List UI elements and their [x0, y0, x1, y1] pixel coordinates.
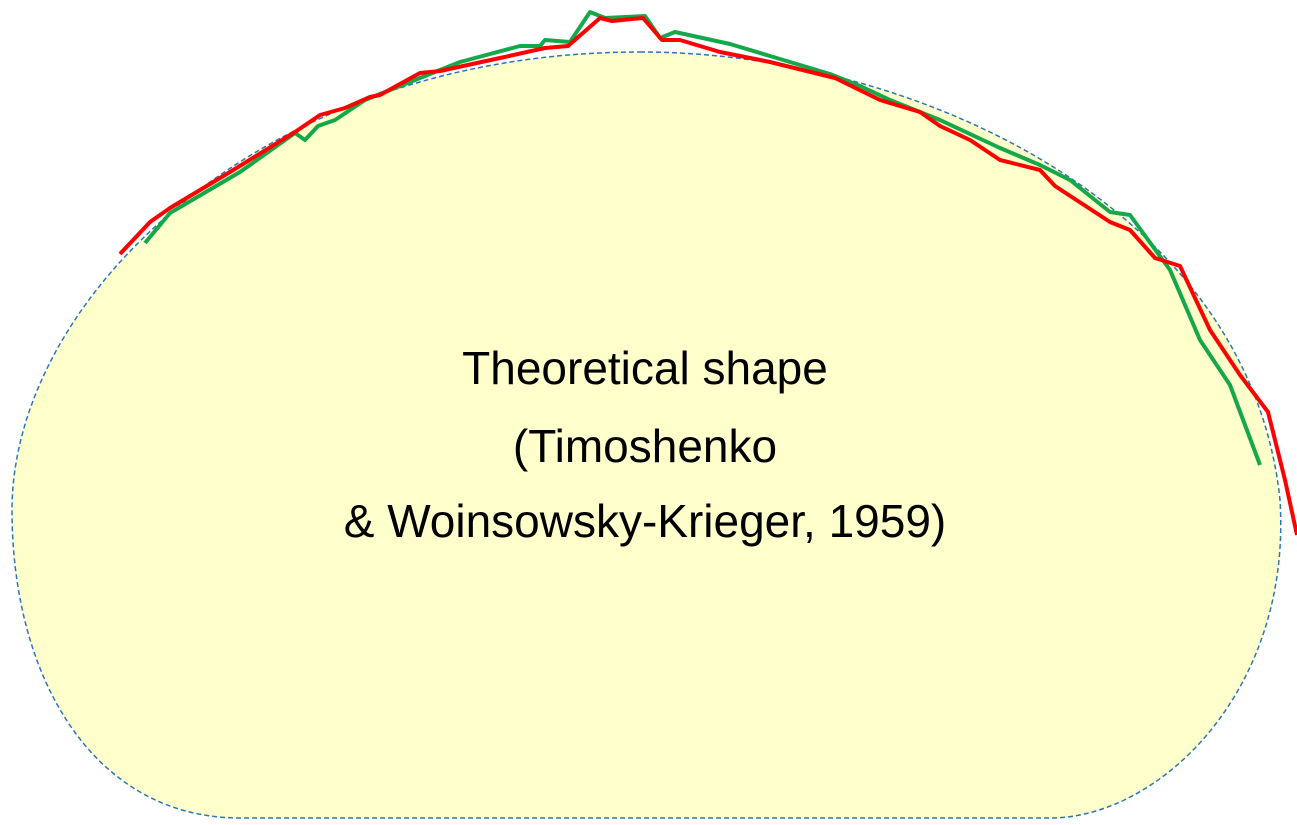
red-profile [118, 16, 1297, 536]
label-line: Theoretical shape [462, 342, 828, 394]
label-line: & Woinsowsky-Krieger, 1959) [344, 495, 947, 547]
label-line: (Timoshenko [513, 420, 777, 472]
